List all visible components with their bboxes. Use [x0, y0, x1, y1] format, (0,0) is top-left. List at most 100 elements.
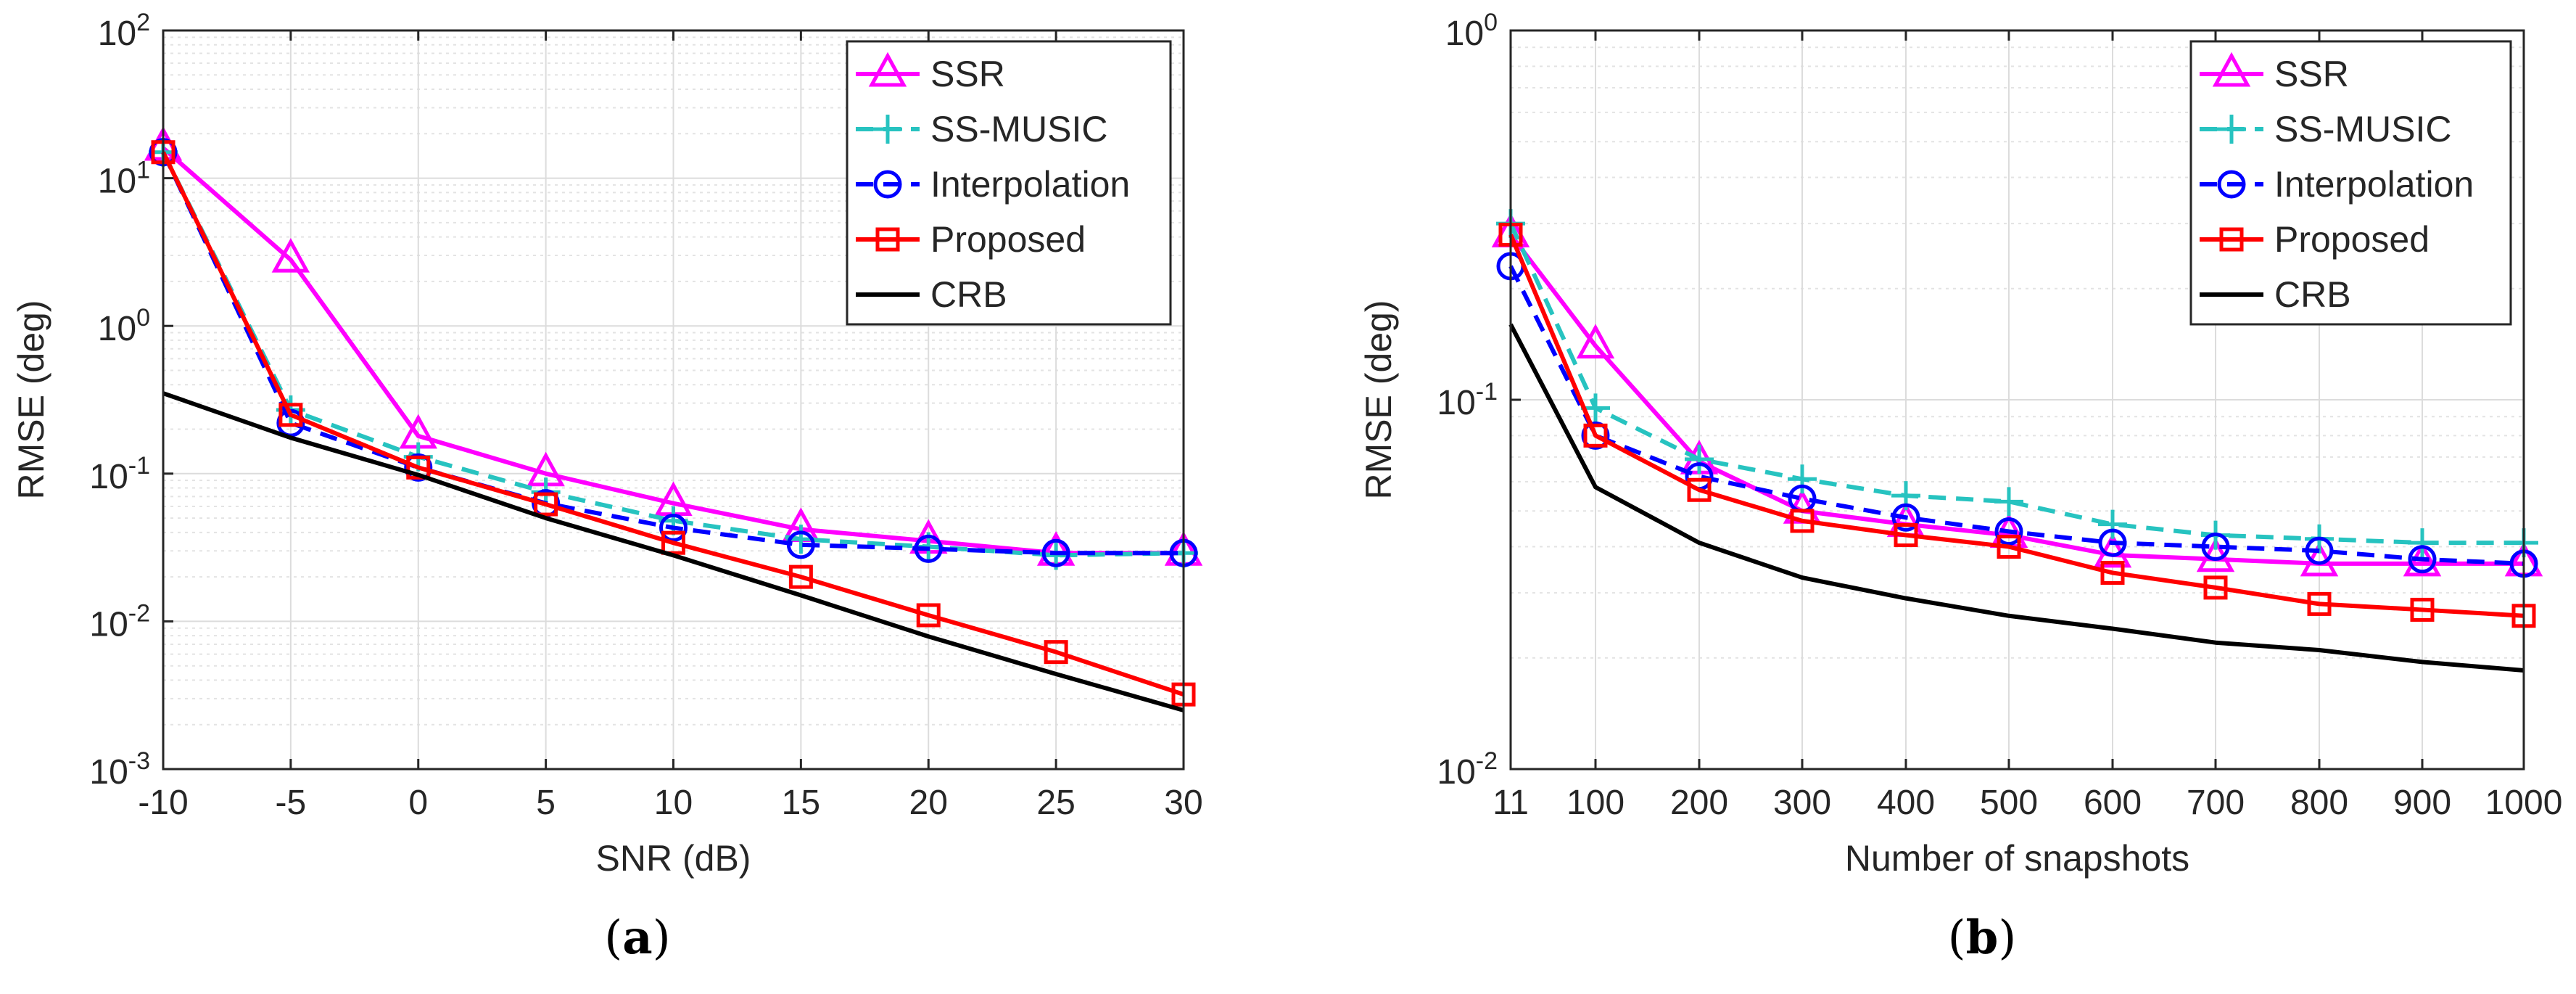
- chart-b-legend-label-crb: CRB: [2274, 274, 2351, 315]
- chart-a-point-proposed: [406, 455, 431, 480]
- chart-a-x-tick-label: -5: [276, 784, 307, 822]
- chart-b-point-ss-music: [2408, 528, 2437, 558]
- chart-b-point-proposed: [1790, 509, 1815, 533]
- chart-b-point-interpolation: [2408, 545, 2437, 574]
- chart-a-point-interpolation: [786, 530, 815, 559]
- chart-a-legend-label-ss-music: SS-MUSIC: [930, 109, 1107, 149]
- chart-a-x-tick-label: 15: [782, 784, 820, 822]
- chart-b-point-ss-music: [1788, 464, 1817, 494]
- chart-b-point-proposed: [2203, 575, 2228, 600]
- chart-a-y-tick-label: 100: [98, 304, 150, 348]
- chart-a-x-tick-label: -10: [138, 784, 188, 822]
- chart-a-line-proposed: [161, 151, 1184, 697]
- chart-b-legend-label-ss-music: SS-MUSIC: [2274, 109, 2451, 149]
- chart-b-point-proposed: [2307, 591, 2332, 616]
- chart-b-legend: SSR SS-MUSIC Interpolation Proposed CRB: [2189, 40, 2512, 326]
- chart-a-x-tick-label: 30: [1164, 784, 1202, 822]
- chart-a-point-interpolation: [914, 534, 943, 563]
- chart-a-y-tick-label: 10-1: [89, 452, 150, 496]
- chart-a-legend-marker-ss-music: [873, 115, 902, 144]
- caption-a-letter: a: [622, 911, 653, 965]
- chart-b-line-interpolation: [1508, 265, 2525, 566]
- chart-b-y-tick-label: 10-1: [1437, 378, 1498, 422]
- chart-b-legend-label-interpolation: Interpolation: [2274, 164, 2474, 205]
- chart-b-x-tick-label: 1000: [2485, 784, 2563, 822]
- chart-b-series-interpolation: [1496, 252, 2538, 578]
- chart-b-point-ss-music: [1685, 445, 1714, 475]
- chart-b-point-proposed: [2410, 597, 2435, 622]
- chart-b-y-tick-label: 100: [1445, 9, 1498, 53]
- caption-b: (b): [1947, 911, 2017, 965]
- chart-b-point-ss-music: [2098, 509, 2127, 539]
- chart-b-point-ssr: [1576, 324, 1615, 359]
- chart-b-point-proposed: [1997, 535, 2021, 559]
- chart-b-point-proposed: [1687, 477, 1712, 502]
- chart-b-x-tick-label: 700: [2187, 784, 2245, 822]
- chart-b-x-tick-label: 500: [1980, 784, 2038, 822]
- chart-b-x-axis-label: Number of snapshots: [1845, 838, 2189, 879]
- chart-a-y-tick-label: 10-2: [89, 599, 150, 644]
- chart-b-legend-marker-proposed: [2219, 227, 2244, 252]
- chart-b-point-interpolation: [2305, 536, 2334, 565]
- chart-b-x-tick-label: 11: [1493, 784, 1529, 822]
- chart-a-legend-label-proposed: Proposed: [930, 219, 1086, 260]
- chart-b-point-interpolation: [2201, 533, 2230, 562]
- chart-a-point-proposed: [916, 603, 941, 628]
- chart-b-x-tick-label: 200: [1670, 784, 1728, 822]
- chart-b-legend-marker-ss-music: [2217, 115, 2246, 144]
- chart-a-legend-marker-proposed: [875, 227, 900, 252]
- chart-a-point-proposed: [788, 564, 813, 589]
- chart-b-point-interpolation: [2098, 528, 2127, 557]
- chart-b-line-proposed: [1508, 234, 2525, 618]
- chart-b-point-proposed: [1894, 523, 1918, 548]
- chart-a-point-proposed: [534, 492, 558, 517]
- chart-b-series-proposed: [1498, 222, 2536, 628]
- chart-b: 11 100 200 300 400 500 600 700 800 900 1000 100 10-1…: [1358, 9, 2562, 879]
- chart-b-x-tick-label: 800: [2290, 784, 2348, 822]
- chart-b-x-tick-label: 100: [1566, 784, 1625, 822]
- chart-b-point-ss-music: [1994, 487, 2023, 517]
- chart-a-y-axis-label: RMSE (deg): [11, 300, 51, 499]
- chart-a-line-crb: [162, 391, 1184, 712]
- chart-a-series-crb: [162, 391, 1184, 712]
- chart-b-y-axis-label: RMSE (deg): [1358, 300, 1399, 499]
- chart-b-line-ss-music: [1508, 222, 2524, 546]
- chart-a-series-proposed: [151, 140, 1196, 707]
- chart-b-x-tick-label: 400: [1877, 784, 1935, 822]
- chart-b-y-tick-label: 10-2: [1437, 747, 1498, 792]
- chart-a-y-tick-label: 10-3: [89, 747, 150, 792]
- chart-b-legend-label-proposed: Proposed: [2274, 219, 2430, 260]
- chart-a-legend-label-interpolation: Interpolation: [930, 164, 1130, 205]
- chart-a-x-tick-label: 0: [408, 784, 428, 822]
- chart-a-point-ssr: [271, 237, 310, 273]
- chart-a-x-tick-label: 20: [909, 784, 948, 822]
- chart-b-line-crb: [1508, 323, 2525, 673]
- chart-a-legend-label-crb: CRB: [930, 274, 1007, 315]
- chart-a: -10 -5 0 5 10 15 20 25 30 102 101 100 10-1 10-2 10-3 SN…: [11, 9, 1203, 879]
- chart-b-point-interpolation: [1994, 517, 2023, 546]
- chart-a-point-interpolation: [404, 453, 433, 482]
- chart-a-legend-marker-ssr: [868, 52, 907, 87]
- chart-b-series-crb: [1508, 323, 2525, 673]
- chart-a-x-tick-label: 10: [654, 784, 693, 822]
- chart-b-point-interpolation: [1891, 503, 1920, 532]
- chart-b-x-tick-label: 900: [2393, 784, 2451, 822]
- chart-a-line-ss-music: [161, 151, 1184, 558]
- chart-b-legend-marker-interpolation: [2217, 170, 2246, 199]
- caption-a: (a): [604, 911, 671, 965]
- chart-a-legend: SSR SS-MUSIC Interpolation Proposed CRB: [846, 40, 1172, 326]
- chart-a-legend-label-ssr: SSR: [930, 54, 1005, 94]
- chart-a-point-proposed: [278, 403, 303, 427]
- chart-a-line-interpolation: [161, 151, 1184, 556]
- chart-a-point-proposed: [661, 530, 685, 555]
- chart-b-point-proposed: [2100, 560, 2125, 585]
- chart-a-x-tick-label: 25: [1036, 784, 1075, 822]
- chart-b-point-interpolation: [1581, 421, 1610, 450]
- chart-b-x-tick-label: 600: [2084, 784, 2142, 822]
- chart-a-point-interpolation: [1041, 538, 1070, 567]
- chart-a-point-interpolation: [659, 513, 688, 542]
- caption-b-letter: b: [1965, 911, 1999, 965]
- chart-a-line-ssr: [162, 146, 1184, 556]
- chart-a-point-proposed: [1044, 640, 1068, 665]
